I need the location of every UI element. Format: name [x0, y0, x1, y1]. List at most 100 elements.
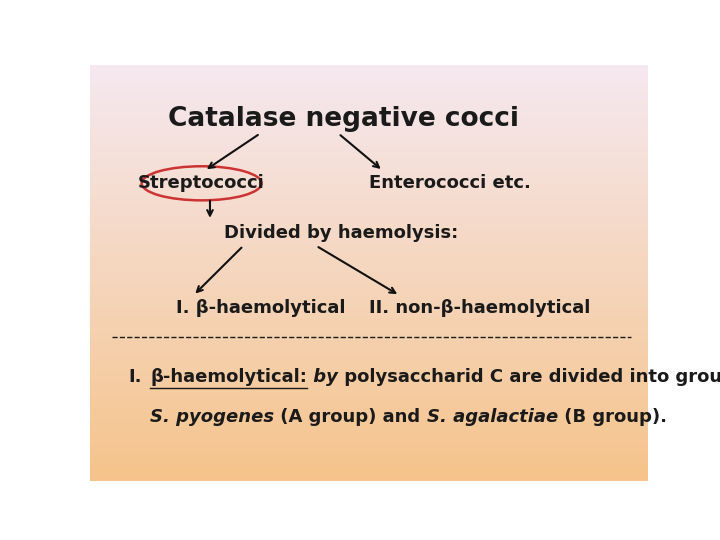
- Bar: [90, 168, 648, 171]
- Bar: [90, 223, 648, 225]
- Bar: [90, 214, 648, 217]
- Bar: [90, 187, 648, 190]
- Bar: [90, 283, 648, 285]
- Bar: [90, 322, 648, 325]
- Bar: [90, 476, 648, 478]
- Bar: [90, 279, 648, 281]
- Bar: [90, 431, 648, 433]
- Bar: [90, 356, 648, 358]
- Bar: [90, 144, 648, 146]
- Bar: [90, 179, 648, 181]
- Bar: [90, 238, 648, 239]
- Bar: [90, 362, 648, 364]
- Bar: [90, 233, 648, 235]
- Bar: [90, 121, 648, 123]
- Bar: [90, 262, 648, 265]
- Bar: [90, 424, 648, 427]
- Bar: [90, 295, 648, 298]
- Bar: [90, 202, 648, 204]
- Bar: [90, 422, 648, 424]
- Bar: [90, 414, 648, 416]
- Bar: [90, 339, 648, 341]
- Bar: [90, 331, 648, 333]
- Text: by: by: [307, 368, 338, 386]
- Bar: [90, 140, 648, 141]
- Bar: [90, 127, 648, 129]
- Bar: [90, 241, 648, 244]
- Bar: [90, 256, 648, 258]
- Bar: [90, 447, 648, 449]
- Bar: [90, 358, 648, 360]
- Bar: [90, 402, 648, 404]
- Bar: [90, 200, 648, 202]
- Bar: [90, 294, 648, 295]
- Bar: [90, 87, 648, 90]
- Bar: [90, 196, 648, 198]
- Bar: [90, 460, 648, 462]
- Bar: [90, 82, 648, 84]
- Bar: [90, 117, 648, 119]
- Bar: [90, 123, 648, 125]
- Bar: [90, 156, 648, 158]
- Text: (B group).: (B group).: [558, 408, 667, 426]
- Bar: [90, 181, 648, 183]
- Bar: [90, 464, 648, 466]
- Bar: [90, 235, 648, 238]
- Bar: [90, 381, 648, 383]
- Bar: [90, 208, 648, 210]
- Bar: [90, 337, 648, 339]
- Bar: [90, 443, 648, 446]
- Bar: [90, 354, 648, 356]
- Bar: [90, 441, 648, 443]
- Bar: [90, 321, 648, 322]
- Bar: [90, 285, 648, 287]
- Bar: [90, 418, 648, 420]
- Bar: [90, 239, 648, 241]
- Bar: [90, 231, 648, 233]
- Bar: [90, 77, 648, 79]
- Bar: [90, 468, 648, 470]
- Bar: [90, 348, 648, 349]
- Bar: [90, 92, 648, 94]
- Bar: [90, 408, 648, 410]
- Bar: [90, 165, 648, 167]
- Bar: [90, 456, 648, 458]
- Bar: [90, 427, 648, 429]
- Bar: [90, 474, 648, 476]
- Bar: [90, 250, 648, 252]
- Bar: [90, 106, 648, 109]
- Bar: [90, 449, 648, 451]
- Bar: [90, 478, 648, 481]
- Bar: [90, 385, 648, 387]
- Bar: [90, 327, 648, 329]
- Bar: [90, 329, 648, 331]
- Bar: [90, 304, 648, 306]
- Bar: [90, 375, 648, 377]
- Bar: [90, 310, 648, 312]
- Bar: [90, 333, 648, 335]
- Bar: [90, 373, 648, 375]
- Bar: [90, 65, 648, 67]
- Bar: [90, 150, 648, 152]
- Bar: [90, 119, 648, 121]
- Bar: [90, 227, 648, 229]
- Bar: [90, 171, 648, 173]
- Bar: [90, 289, 648, 292]
- Bar: [90, 254, 648, 256]
- Bar: [90, 244, 648, 246]
- Bar: [90, 177, 648, 179]
- Bar: [90, 266, 648, 268]
- Bar: [90, 416, 648, 418]
- Bar: [90, 458, 648, 460]
- Bar: [90, 148, 648, 150]
- Bar: [90, 281, 648, 283]
- Bar: [90, 131, 648, 133]
- Bar: [90, 71, 648, 73]
- Text: S. agalactiae: S. agalactiae: [427, 408, 558, 426]
- Bar: [90, 287, 648, 289]
- Bar: [90, 319, 648, 321]
- Bar: [90, 316, 648, 319]
- Bar: [90, 204, 648, 206]
- Bar: [90, 412, 648, 414]
- Bar: [90, 100, 648, 102]
